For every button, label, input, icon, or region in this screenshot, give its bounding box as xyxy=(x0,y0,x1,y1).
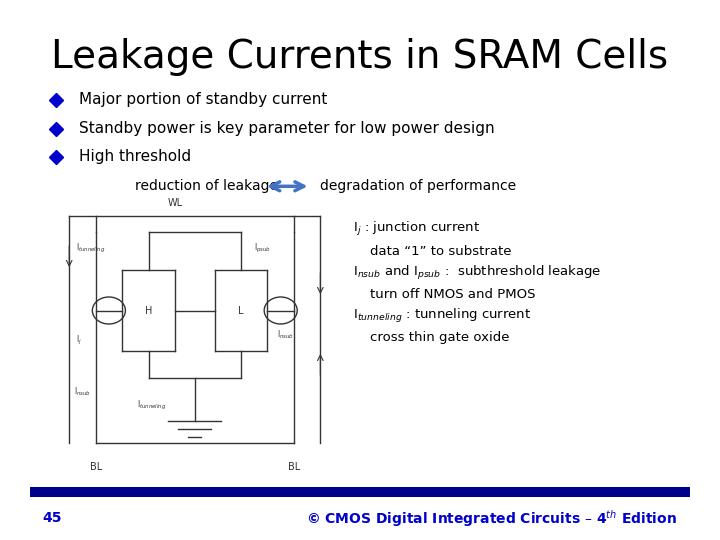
Text: High threshold: High threshold xyxy=(79,149,192,164)
Text: 45: 45 xyxy=(42,511,63,525)
Text: I$_{nsub}$: I$_{nsub}$ xyxy=(74,385,91,398)
Text: BL: BL xyxy=(288,462,300,472)
Text: Major portion of standby current: Major portion of standby current xyxy=(79,92,328,107)
Text: cross thin gate oxide: cross thin gate oxide xyxy=(354,331,510,344)
Text: I$_{nsub}$: I$_{nsub}$ xyxy=(277,328,294,341)
Text: I$_{tunneling}$ : tunneling current: I$_{tunneling}$ : tunneling current xyxy=(354,307,531,325)
Text: I$_{nsub}$ and I$_{psub}$ :  subthreshold leakage: I$_{nsub}$ and I$_{psub}$ : subthreshold… xyxy=(354,264,602,282)
Text: I$_j$: I$_j$ xyxy=(76,334,81,347)
Text: © CMOS Digital Integrated Circuits – 4$^{th}$ Edition: © CMOS Digital Integrated Circuits – 4$^… xyxy=(307,508,678,529)
Text: degradation of performance: degradation of performance xyxy=(320,179,516,193)
Text: WL: WL xyxy=(167,198,182,208)
Text: reduction of leakage: reduction of leakage xyxy=(135,179,279,193)
Text: H: H xyxy=(145,306,152,315)
Text: L: L xyxy=(238,306,244,315)
Text: turn off NMOS and PMOS: turn off NMOS and PMOS xyxy=(354,288,536,301)
Text: I$_{psub}$: I$_{psub}$ xyxy=(254,242,271,255)
Text: BL: BL xyxy=(89,462,102,472)
Bar xyxy=(30,487,690,497)
Text: I$_j$ : junction current: I$_j$ : junction current xyxy=(354,220,481,239)
Text: I$_{tunneling}$: I$_{tunneling}$ xyxy=(76,242,105,255)
Text: Leakage Currents in SRAM Cells: Leakage Currents in SRAM Cells xyxy=(51,38,669,76)
Text: I$_{tunneling}$: I$_{tunneling}$ xyxy=(137,399,166,411)
Text: data “1” to substrate: data “1” to substrate xyxy=(354,245,512,258)
Text: Standby power is key parameter for low power design: Standby power is key parameter for low p… xyxy=(79,121,495,136)
